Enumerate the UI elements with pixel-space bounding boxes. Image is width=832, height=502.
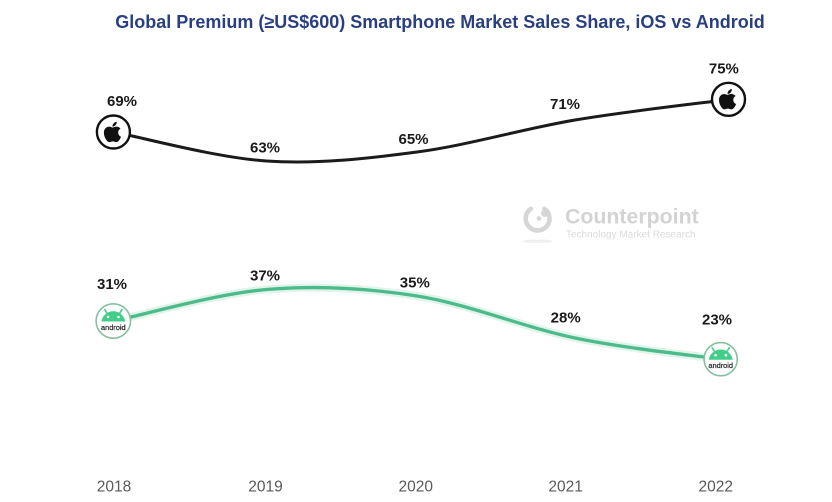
svg-text:28%: 28% [551, 310, 581, 327]
svg-text:35%: 35% [400, 275, 430, 292]
svg-text:android: android [101, 323, 126, 332]
svg-text:63%: 63% [250, 140, 280, 157]
svg-text:75%: 75% [709, 60, 739, 77]
svg-text:71%: 71% [550, 96, 580, 113]
svg-text:2022: 2022 [699, 478, 733, 495]
svg-text:Global Premium (≥US$600) Smart: Global Premium (≥US$600) Smartphone Mark… [115, 12, 764, 32]
svg-text:Counterpoint: Counterpoint [565, 205, 699, 229]
svg-text:android: android [708, 361, 733, 370]
svg-text:37%: 37% [250, 268, 280, 285]
svg-text:2021: 2021 [548, 478, 582, 495]
svg-text:65%: 65% [398, 131, 428, 148]
svg-text:Technology Market Research: Technology Market Research [566, 230, 696, 241]
svg-text:2019: 2019 [248, 478, 282, 495]
svg-text:23%: 23% [702, 312, 732, 329]
svg-text:2018: 2018 [97, 478, 131, 495]
svg-text:31%: 31% [97, 276, 127, 293]
svg-text:2020: 2020 [399, 478, 434, 495]
svg-text:69%: 69% [107, 93, 137, 110]
